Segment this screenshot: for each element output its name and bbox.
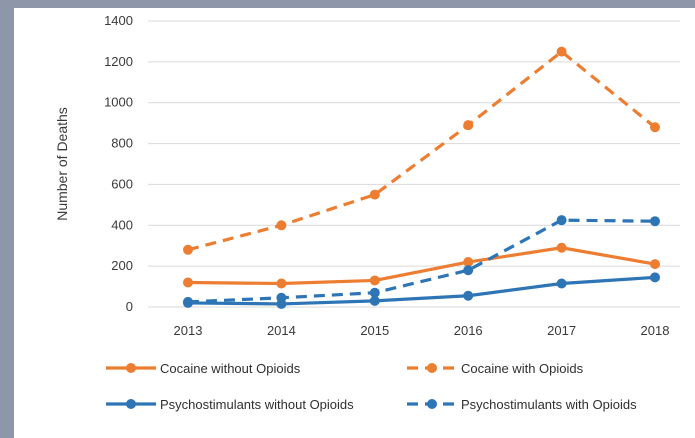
legend-swatch-marker [126,363,136,373]
data-point [276,220,287,231]
series-line [187,50,657,252]
x-tick-label: 2018 [641,323,670,338]
legend-item: Cocaine without Opioids [106,361,301,376]
series-line [187,275,656,306]
data-point [556,46,567,57]
data-point [463,120,474,131]
series-0 [183,242,660,289]
legend-label: Cocaine without Opioids [160,361,301,376]
y-tick-label: 600 [111,176,133,191]
data-point [369,275,380,286]
data-point [463,290,474,301]
series-line [187,246,656,286]
data-point [369,287,380,298]
y-axis-label: Number of Deaths [54,107,70,221]
series-2 [183,272,660,309]
data-point [463,265,474,276]
y-tick-labels: 0 200 400 600 800 1000 1200 1400 [104,13,133,314]
legend-item: Psychostimulants without Opioids [106,397,354,412]
legend-swatch-marker [427,363,437,373]
legend-label: Psychostimulants without Opioids [160,397,354,412]
series-lines [183,46,660,309]
x-tick-labels: 2013 2014 2015 2016 2017 2018 [174,323,670,338]
series-line [187,218,656,304]
legend: Cocaine without Opioids Cocaine with Opio… [106,361,637,412]
legend-swatch-marker [126,399,136,409]
legend-label: Psychostimulants with Opioids [461,397,637,412]
y-tick-label: 200 [111,258,133,273]
legend-item: Psychostimulants with Opioids [407,397,637,412]
series-3 [183,215,660,307]
data-point [369,189,380,200]
data-point [556,242,567,253]
data-point [650,272,660,283]
series-1 [183,46,660,255]
y-tick-label: 400 [111,217,133,232]
y-tick-label: 1200 [104,54,133,69]
data-point [650,216,660,227]
data-point [276,292,287,303]
y-tick-label: 1400 [104,13,133,28]
x-tick-label: 2016 [454,323,483,338]
data-point [276,278,287,289]
data-point [650,259,660,270]
data-point [650,122,660,133]
gridlines [148,20,680,308]
x-tick-label: 2014 [267,323,296,338]
data-point [556,278,567,289]
x-tick-label: 2017 [547,323,576,338]
y-tick-label: 1000 [104,95,133,110]
y-tick-label: 0 [126,299,133,314]
legend-item: Cocaine with Opioids [407,361,584,376]
legend-label: Cocaine with Opioids [461,361,584,376]
data-point [183,244,193,255]
y-tick-label: 800 [111,136,133,151]
data-point [183,277,193,288]
x-tick-label: 2015 [360,323,389,338]
data-point [556,215,567,226]
x-tick-label: 2013 [174,323,203,338]
data-point [183,296,193,307]
data-point [369,295,380,306]
legend-swatch-marker [427,399,437,409]
data-point [463,257,474,268]
